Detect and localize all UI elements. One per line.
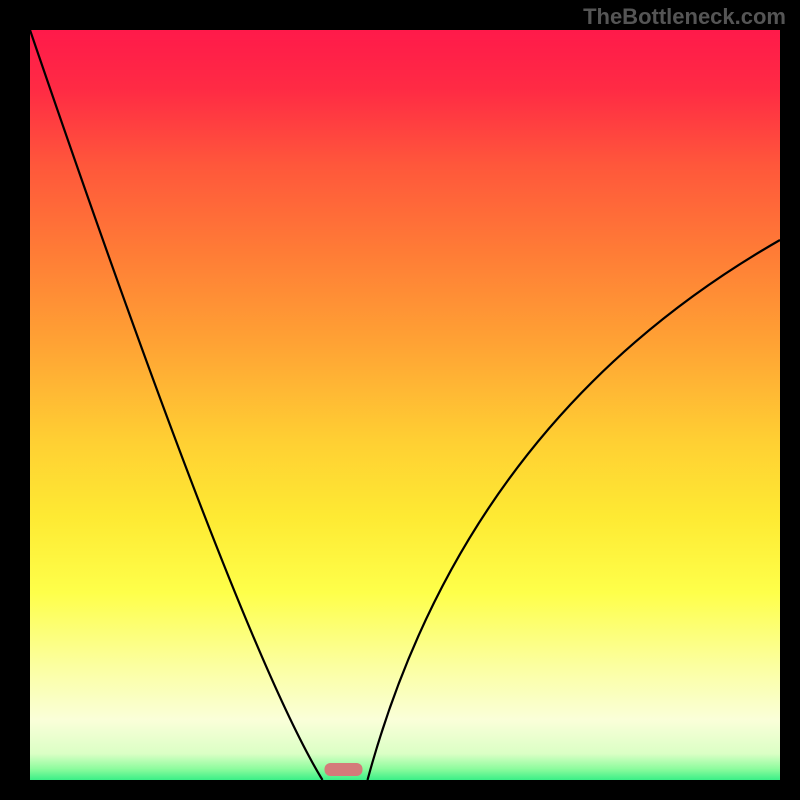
watermark-text: TheBottleneck.com [583, 4, 786, 30]
optimal-marker [325, 763, 363, 776]
chart-frame: TheBottleneck.com [0, 0, 800, 800]
chart-svg [0, 0, 800, 800]
